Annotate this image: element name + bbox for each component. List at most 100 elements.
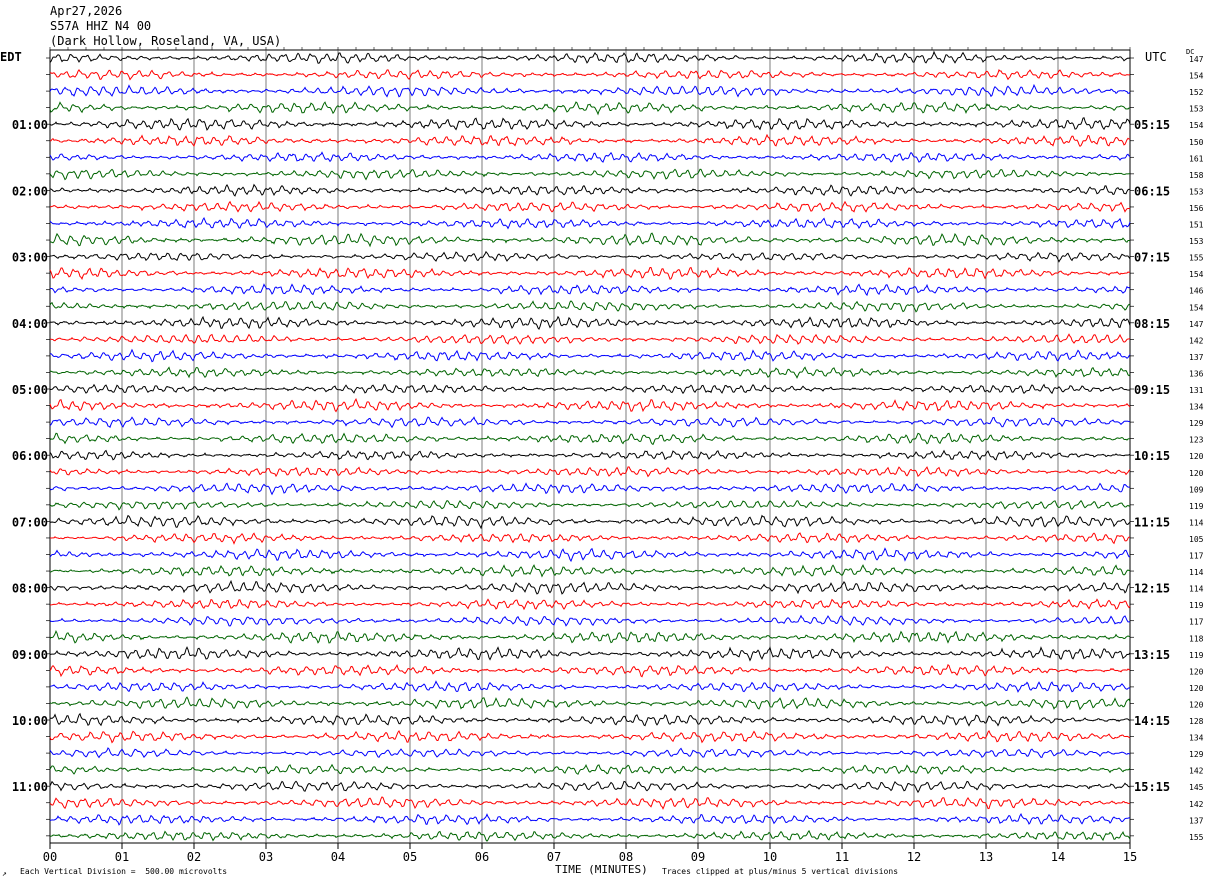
- seismic-trace: [49, 315, 1131, 331]
- dc-offset-label: 158: [1189, 171, 1204, 180]
- right-hour-label: 07:15: [1134, 251, 1170, 265]
- clip-note: Traces clipped at plus/minus 5 vertical …: [662, 867, 899, 876]
- right-hour-label: 08:15: [1134, 317, 1170, 331]
- x-tick-label: 10: [763, 850, 777, 864]
- right-hour-label: 14:15: [1134, 714, 1170, 728]
- x-tick-label: 11: [835, 850, 849, 864]
- dc-offset-label: 142: [1189, 336, 1204, 345]
- seismic-trace: [49, 432, 1131, 446]
- seismic-trace: [49, 168, 1131, 181]
- x-axis-title: TIME (MINUTES): [555, 863, 648, 876]
- dc-offset-label: 119: [1189, 502, 1204, 511]
- left-hour-label: 01:00: [12, 118, 48, 132]
- seismic-trace: [49, 397, 1131, 413]
- x-tick-label: 03: [259, 850, 273, 864]
- left-hour-label: 09:00: [12, 648, 48, 662]
- seismic-trace: [49, 101, 1131, 116]
- dc-offset-label: 155: [1189, 833, 1204, 842]
- dc-offset-label: 147: [1189, 55, 1204, 64]
- dc-offset-label: 134: [1189, 734, 1204, 743]
- seismic-trace: [49, 232, 1131, 248]
- x-tick-label: 06: [475, 850, 489, 864]
- dc-offset-label: 114: [1189, 568, 1204, 577]
- seismic-trace: [49, 598, 1131, 611]
- dc-offset-label: 114: [1189, 585, 1204, 594]
- dc-offset-label: 151: [1189, 221, 1204, 230]
- dc-offset-label: 120: [1189, 452, 1204, 461]
- seismic-trace: [49, 117, 1131, 131]
- seismic-trace: [49, 348, 1131, 363]
- seismic-trace: [49, 200, 1131, 213]
- header-date: Apr27,2026: [50, 4, 123, 18]
- seismic-trace: [49, 366, 1131, 379]
- seismic-trace: [49, 416, 1131, 429]
- dc-offset-label: 154: [1189, 121, 1204, 130]
- dc-offset-label: 109: [1189, 485, 1204, 494]
- seismic-trace: [49, 499, 1131, 511]
- right-hour-label: 05:15: [1134, 118, 1170, 132]
- dc-offset-label: 120: [1189, 700, 1204, 709]
- dc-offset-label: 154: [1189, 72, 1204, 81]
- x-tick-label: 13: [979, 850, 993, 864]
- seismic-trace: [49, 747, 1131, 759]
- dc-offset-label: 136: [1189, 369, 1204, 378]
- seismic-trace: [49, 68, 1131, 81]
- right-hour-label: 12:15: [1134, 582, 1170, 596]
- left-hour-label: 10:00: [12, 714, 48, 728]
- dc-offset-label: 114: [1189, 518, 1204, 527]
- seismic-trace: [49, 514, 1131, 530]
- seismic-trace: [49, 629, 1131, 644]
- seismic-trace: [49, 250, 1131, 263]
- right-timezone-label: UTC: [1145, 50, 1167, 64]
- seismic-trace: [49, 151, 1131, 163]
- dc-offset-label: 128: [1189, 717, 1204, 726]
- dc-column-header: DC: [1186, 48, 1195, 56]
- seismic-trace: [49, 482, 1131, 496]
- dc-offset-label: 153: [1189, 187, 1204, 196]
- seismic-trace: [49, 83, 1131, 98]
- left-hour-label: 02:00: [12, 184, 48, 198]
- dc-offset-label: 152: [1189, 88, 1204, 97]
- dc-offset-label: 142: [1189, 767, 1204, 776]
- seismic-trace: [49, 663, 1131, 678]
- right-hour-label: 15:15: [1134, 780, 1170, 794]
- x-tick-label: 02: [187, 850, 201, 864]
- seismic-trace: [49, 729, 1131, 744]
- seismic-trace: [49, 449, 1131, 462]
- dc-offset-label: 155: [1189, 254, 1204, 263]
- seismic-trace: [49, 646, 1131, 662]
- corner-mark: ↗: [2, 869, 7, 878]
- x-tick-label: 14: [1051, 850, 1065, 864]
- dc-offset-label: 117: [1189, 552, 1204, 561]
- left-hour-label: 06:00: [12, 449, 48, 463]
- dc-offset-label: 119: [1189, 601, 1204, 610]
- seismic-trace: [49, 133, 1131, 147]
- seismic-trace: [49, 796, 1131, 810]
- x-tick-label: 12: [907, 850, 921, 864]
- right-hour-label: 09:15: [1134, 383, 1170, 397]
- x-tick-label: 09: [691, 850, 705, 864]
- x-tick-label: 01: [115, 850, 129, 864]
- dc-offset-label: 153: [1189, 237, 1204, 246]
- dc-offset-label: 154: [1189, 303, 1204, 312]
- seismic-trace: [49, 564, 1131, 578]
- dc-offset-label: 147: [1189, 320, 1204, 329]
- seismic-trace: [49, 712, 1131, 727]
- dc-offset-label: 156: [1189, 204, 1204, 213]
- right-hour-label: 06:15: [1134, 184, 1170, 198]
- left-hour-label: 11:00: [12, 780, 48, 794]
- dc-offset-label: 146: [1189, 287, 1204, 296]
- dc-offset-label: 134: [1189, 403, 1204, 412]
- seismic-trace: [49, 680, 1131, 693]
- left-hour-label: 08:00: [12, 582, 48, 596]
- seismic-trace: [49, 547, 1131, 563]
- seismic-trace: [49, 466, 1131, 478]
- seismic-trace: [49, 50, 1131, 64]
- dc-offset-label: 145: [1189, 783, 1204, 792]
- seismic-trace: [49, 333, 1131, 345]
- seismic-trace: [49, 532, 1131, 545]
- dc-offset-label: 129: [1189, 750, 1204, 759]
- header-location: (Dark Hollow, Roseland, VA, USA): [50, 34, 282, 48]
- seismic-trace: [49, 383, 1131, 395]
- dc-offset-label: 150: [1189, 138, 1204, 147]
